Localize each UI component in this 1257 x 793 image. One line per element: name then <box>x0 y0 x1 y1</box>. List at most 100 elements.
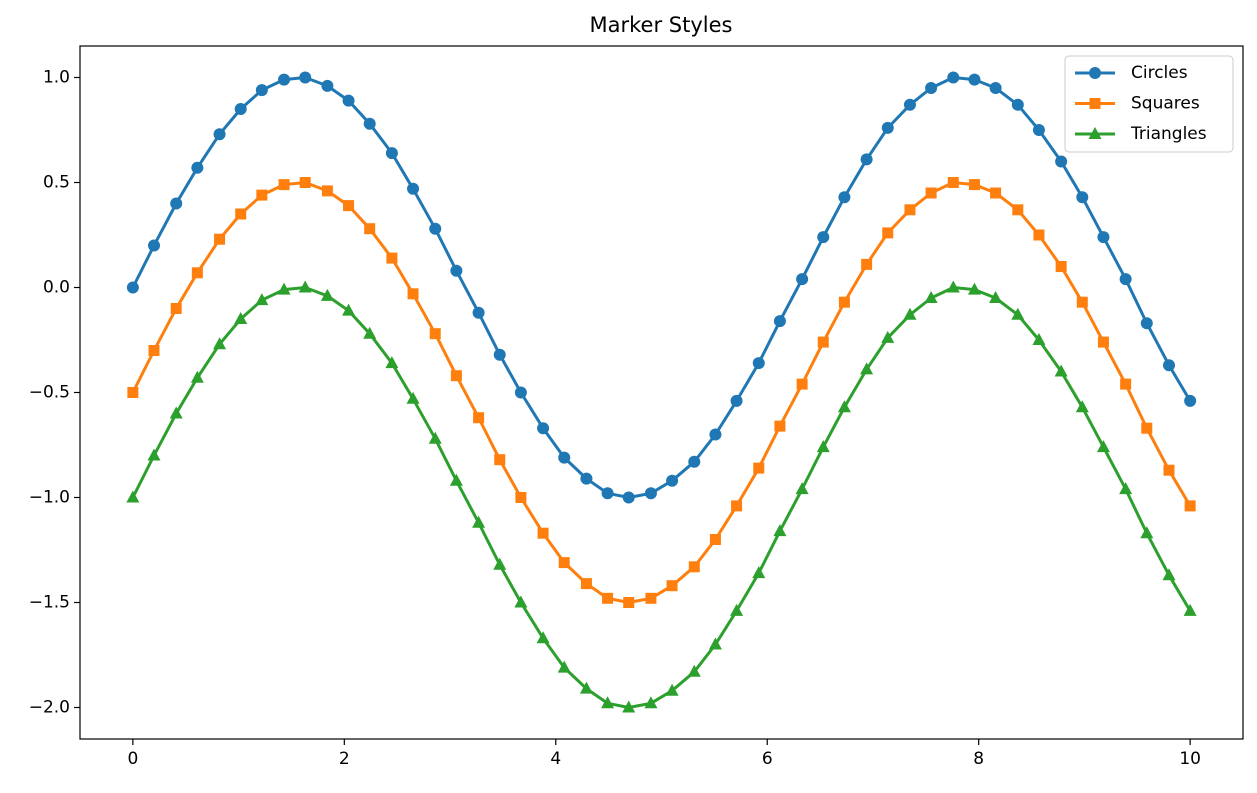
data-point <box>147 448 161 461</box>
data-point <box>1162 359 1175 372</box>
data-point <box>1183 603 1197 616</box>
data-point <box>493 348 506 361</box>
legend-marker <box>1089 98 1101 109</box>
data-point <box>472 515 486 528</box>
data-point <box>214 233 226 245</box>
data-point <box>126 490 140 503</box>
data-point <box>1097 336 1109 348</box>
data-point <box>796 378 808 390</box>
data-point <box>774 420 786 432</box>
data-point <box>148 239 161 252</box>
data-point <box>688 561 700 573</box>
legend-label: Squares <box>1131 94 1200 114</box>
series-line <box>131 286 1192 709</box>
data-point <box>343 200 355 212</box>
data-point <box>903 307 917 320</box>
data-point <box>666 474 679 487</box>
data-point <box>1140 317 1153 330</box>
data-point <box>450 370 462 382</box>
data-point <box>342 94 355 107</box>
data-point <box>904 204 916 216</box>
data-point <box>580 472 593 485</box>
data-point <box>1033 229 1045 241</box>
data-point <box>1075 400 1089 413</box>
data-point <box>320 288 334 301</box>
data-point <box>1119 482 1133 495</box>
data-point <box>989 82 1002 94</box>
data-point <box>148 345 160 356</box>
data-point <box>536 631 550 644</box>
data-point <box>558 451 571 464</box>
data-point <box>1055 155 1068 168</box>
data-point <box>213 337 227 350</box>
data-point <box>428 431 442 444</box>
data-point <box>1097 231 1110 244</box>
x-tick-label: 4 <box>550 749 561 769</box>
data-point <box>298 280 312 293</box>
data-point <box>255 293 269 306</box>
data-point <box>406 391 420 404</box>
data-point <box>838 296 850 308</box>
data-point <box>881 330 895 343</box>
data-point <box>861 258 873 270</box>
data-point <box>363 117 376 130</box>
data-point <box>1184 500 1196 512</box>
data-point <box>947 177 959 188</box>
data-point <box>989 291 1003 303</box>
x-tick-label: 6 <box>762 749 773 769</box>
data-point <box>213 128 226 141</box>
data-point <box>1055 261 1067 272</box>
data-point <box>1032 333 1046 345</box>
data-point <box>1012 204 1024 216</box>
x-tick-label: 0 <box>127 749 138 769</box>
chart-title: Marker Styles <box>590 13 733 37</box>
data-point <box>429 222 442 235</box>
data-point <box>709 428 722 441</box>
data-point <box>342 303 356 316</box>
data-point <box>429 328 441 340</box>
data-point <box>645 592 657 604</box>
data-point <box>278 179 290 191</box>
data-point <box>1162 568 1176 581</box>
data-point <box>494 454 506 466</box>
data-point <box>277 282 291 295</box>
y-tick-label: −1.0 <box>29 488 70 508</box>
data-point <box>622 491 635 504</box>
y-tick-label: 0.0 <box>43 278 70 298</box>
data-point <box>1184 394 1197 407</box>
legend-marker <box>1089 67 1101 79</box>
data-point <box>514 386 527 399</box>
data-point <box>882 227 894 239</box>
y-tick-label: −2.0 <box>29 698 70 718</box>
data-point <box>407 182 420 195</box>
data-point <box>558 557 570 569</box>
data-point <box>278 73 291 86</box>
data-point <box>407 288 419 300</box>
data-point <box>925 82 938 94</box>
legend-label: Circles <box>1131 63 1188 83</box>
data-point <box>644 487 657 500</box>
data-point <box>450 264 463 277</box>
y-tick-label: −0.5 <box>29 383 70 403</box>
data-point <box>817 336 829 348</box>
data-point <box>730 394 743 407</box>
data-point <box>1120 378 1132 390</box>
data-point <box>838 191 851 204</box>
data-point <box>752 566 766 579</box>
data-point <box>947 71 960 84</box>
data-point <box>493 557 507 570</box>
data-point <box>385 356 399 369</box>
data-point <box>127 387 139 398</box>
data-point <box>666 580 678 592</box>
x-tick-label: 8 <box>973 749 984 769</box>
data-point <box>364 223 376 235</box>
data-point <box>968 179 980 191</box>
data-point <box>1096 440 1110 453</box>
data-point <box>170 197 183 210</box>
x-tick-label: 10 <box>1179 749 1201 769</box>
data-point <box>579 681 593 694</box>
data-point <box>449 473 463 486</box>
data-point <box>1140 526 1154 539</box>
data-point <box>473 412 485 424</box>
